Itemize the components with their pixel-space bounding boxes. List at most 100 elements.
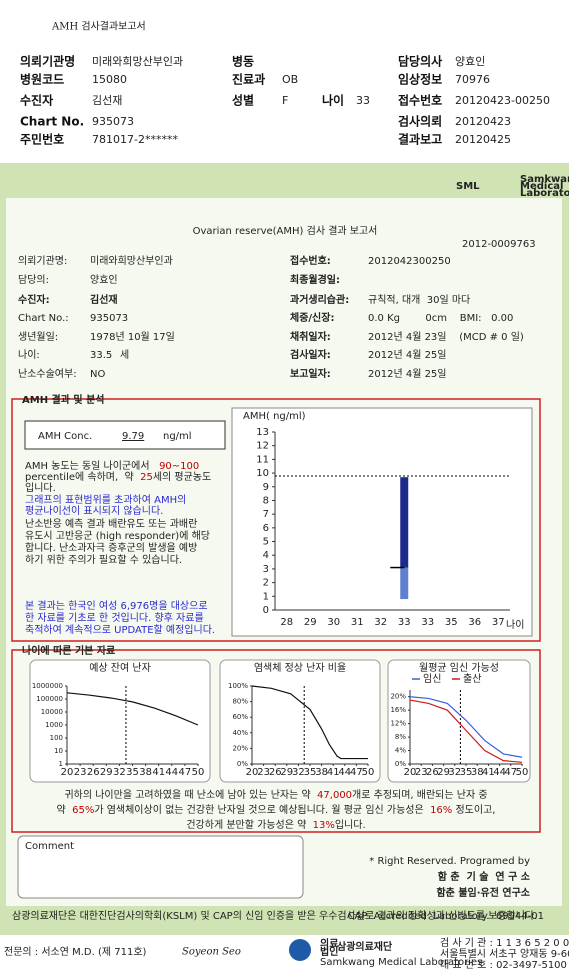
y-tick-label: 7 <box>263 509 269 520</box>
footer-note: 삼광의료재단은 대한진단검사의학회(KSLM) 및 CAP의 신임 인증을 받은… <box>12 909 537 922</box>
x-tick-label: 33 <box>398 617 411 628</box>
summary-line: 약 65%가 염색체이상이 없는 건강한 난자일 것으로 예상됩니다. 월 평균… <box>57 803 496 816</box>
field-value: 20120425 <box>455 133 511 146</box>
note-line: 평균나이선이 표시되지 않습니다. <box>25 505 163 517</box>
field-value: 70976 <box>455 73 490 86</box>
field-value: OB <box>282 73 298 86</box>
x-tick-label: 23 <box>257 767 270 778</box>
axis-title: AMH( ng/ml) <box>243 411 306 422</box>
y-tick-label: 8% <box>395 733 406 741</box>
foundation-en: Samkwang Medical Laboratories <box>320 957 482 968</box>
x-tick-label: 31 <box>351 617 364 628</box>
rights: * Right Reserved. Programed by <box>369 856 530 867</box>
foundation-emblem <box>289 939 311 961</box>
x-tick-label: 32 <box>374 617 387 628</box>
field-label: 성별 <box>232 93 254 108</box>
y-tick-label: 11 <box>256 454 269 465</box>
field-label: 담당의: <box>18 274 49 286</box>
text-segment: 귀하의 나이만을 고려하였을 때 난소에 남아 있는 난자는 약 <box>64 788 317 801</box>
field-value: 20120423 <box>455 115 511 128</box>
field-value: 양효인 <box>90 274 118 286</box>
y-tick-label: 20% <box>390 693 406 701</box>
y-tick-label: 100000 <box>36 695 63 703</box>
foundation-small: 의료 <box>320 937 338 950</box>
y-tick-label: 1 <box>263 591 269 602</box>
field-label: 결과보고 <box>398 132 442 147</box>
field-value: 김선재 <box>90 293 118 306</box>
x-tick-label: 37 <box>492 617 505 628</box>
y-tick-label: 1 <box>59 760 63 768</box>
summary-line: 귀하의 나이만을 고려하였을 때 난소에 남아 있는 난자는 약 47,000개… <box>64 788 487 801</box>
field-label: 주민번호 <box>20 132 64 147</box>
field-label: 진료과 <box>232 72 265 87</box>
x-tick-label: 20 <box>246 767 259 778</box>
y-tick-label: 20% <box>232 744 248 752</box>
y-tick-label: 13 <box>256 427 269 438</box>
field-label: 나이: <box>18 349 40 361</box>
x-tick-label: 44 <box>338 767 351 778</box>
note-line: percentile에 속하며, 약 25세의 평균농도 <box>25 470 211 483</box>
field-label: 나이 <box>322 93 344 108</box>
highlight-segment: 25 <box>140 472 153 483</box>
field-value: 2012년 4월 25일 <box>368 368 447 380</box>
note-line: 합니다. 난소과자극 증후군의 발생을 예방 <box>25 542 197 554</box>
foundation-small: 법인 <box>320 945 338 958</box>
x-tick-label: 50 <box>362 767 375 778</box>
highlight-segment: 16% <box>430 805 452 816</box>
y-tick-label: 12% <box>390 720 406 728</box>
field-label: 검사일자: <box>290 348 331 361</box>
field-value: 김선재 <box>92 94 122 107</box>
y-tick-label: 0% <box>237 760 248 768</box>
x-tick-label: 32 <box>292 767 305 778</box>
highlight-segment: 90~100 <box>159 461 199 472</box>
x-tick-label: 41 <box>327 767 340 778</box>
y-tick-label: 4% <box>395 747 406 755</box>
data-line <box>409 699 523 763</box>
lab-name: 함춘 불임·유전 연구소 <box>436 886 530 899</box>
field-label: 임상정보 <box>398 72 442 87</box>
x-tick-label: 38 <box>315 767 328 778</box>
amh-label: AMH Conc. <box>38 431 92 442</box>
field-label: 난소수술여부: <box>18 368 77 380</box>
x-tick-label: 50 <box>192 767 205 778</box>
x-tick-label: 29 <box>437 767 450 778</box>
y-tick-label: 80% <box>232 698 248 706</box>
text-segment: 난소반응 예측 결과 배란유도 또는 과배란 <box>25 518 197 530</box>
y-tick-label: 9 <box>263 482 269 493</box>
highlight-segment: 그래프의 표현범위를 초과하여 AMH의 <box>25 493 186 506</box>
x-tick-label: 35 <box>126 767 139 778</box>
contact-line: 검 사 기 관 : 1 1 3 6 5 2 0 0 <box>440 937 569 949</box>
y-tick-label: 4 <box>263 550 269 561</box>
field-label: 의뢰기관명: <box>18 255 67 267</box>
field-label: 병동 <box>232 54 254 69</box>
contact-line: 대 표 번 호 : 02-3497-5100 <box>440 959 567 970</box>
section-title: AMH 결과 및 분석 <box>22 393 105 406</box>
y-tick-label: 1000 <box>45 721 63 729</box>
lab-name: 함 춘 기 술 연 구 소 <box>438 870 530 883</box>
range-low <box>400 567 409 600</box>
y-tick-label: 0 <box>263 605 269 616</box>
field-value: 2012042300250 <box>368 256 451 267</box>
x-tick-label: 47 <box>504 767 517 778</box>
field-value: 781017-2****** <box>92 133 178 146</box>
y-tick-label: 40% <box>232 729 248 737</box>
note-line: 입니다. <box>25 481 56 494</box>
field-label: 체중/신장: <box>290 311 334 324</box>
chart-box <box>219 659 381 783</box>
foundation-name: 삼광의료재단 <box>337 940 393 953</box>
x-tick-label: 32 <box>113 767 126 778</box>
x-tick-label: 35 <box>445 617 458 628</box>
highlight-segment: 47,000 <box>317 790 352 801</box>
text-segment: 입니다. <box>25 481 56 494</box>
field-value: 미래와희망산부인과 <box>90 255 173 267</box>
note-line: 본 결과는 한국인 여성 6,976명을 대상으로 <box>25 600 208 612</box>
field-value: NO <box>90 369 105 380</box>
field-value: 33 <box>356 94 370 107</box>
y-tick-label: 100% <box>228 682 248 690</box>
text-segment: 약 <box>57 804 73 816</box>
x-tick-label: 32 <box>448 767 461 778</box>
x-tick-label: 29 <box>280 767 293 778</box>
x-tick-label: 36 <box>468 617 481 628</box>
data-line <box>66 692 199 726</box>
